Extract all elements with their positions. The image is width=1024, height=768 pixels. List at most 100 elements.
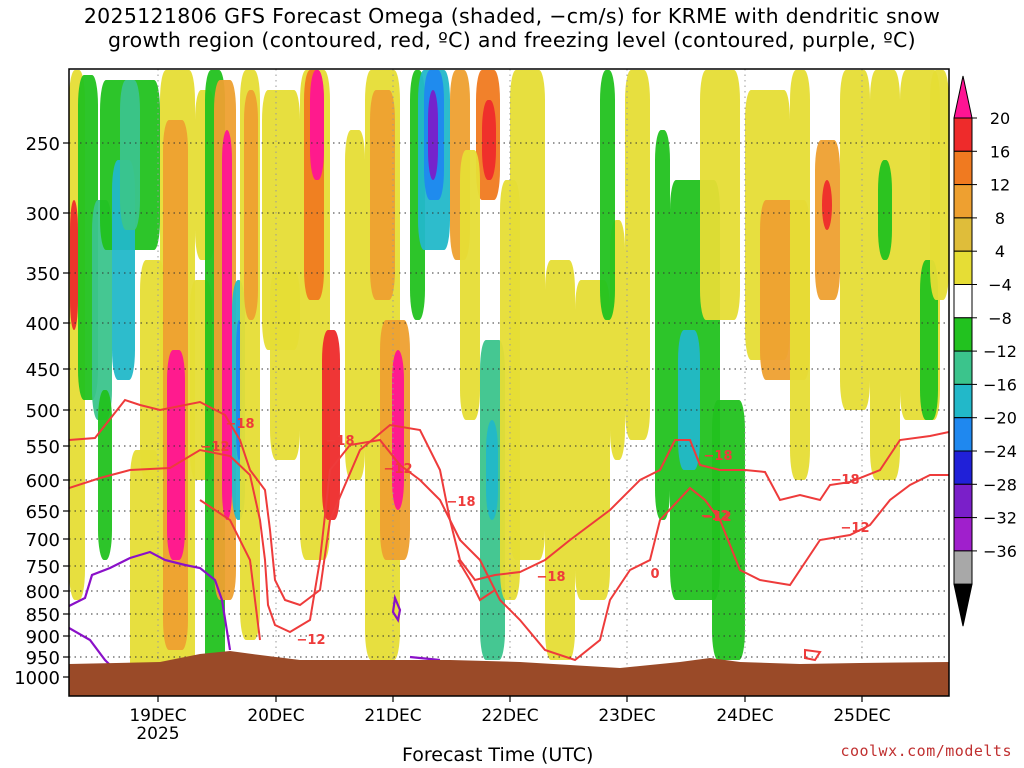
freezing-level-contour bbox=[69, 627, 111, 666]
dendritic-contour bbox=[804, 648, 822, 662]
contour-label: −18 bbox=[226, 417, 255, 432]
y-tick-label: 850 bbox=[26, 605, 60, 626]
y-tick-label: 350 bbox=[26, 264, 60, 285]
contour-label: −12 bbox=[703, 510, 732, 525]
omega-streak bbox=[870, 70, 900, 480]
contour-label: −12 bbox=[841, 521, 870, 536]
x-axis-title: Forecast Time (UTC) bbox=[402, 744, 594, 766]
omega-streak bbox=[222, 130, 232, 520]
colorbar-segment bbox=[953, 250, 973, 285]
omega-streak bbox=[270, 270, 300, 460]
omega-streak bbox=[655, 130, 670, 520]
omega-streak bbox=[600, 70, 615, 320]
omega-streak bbox=[920, 260, 938, 420]
contour-label: −18 bbox=[831, 473, 860, 488]
omega-streak bbox=[167, 350, 185, 560]
freezing-level-contour bbox=[69, 550, 232, 651]
colorbar-segment bbox=[953, 417, 973, 452]
contours bbox=[69, 398, 949, 666]
colorbar-segment bbox=[953, 184, 973, 219]
colorbar-tick-label: −24 bbox=[983, 442, 1017, 461]
contour-label: −12 bbox=[201, 440, 230, 455]
x-tick-label: 23DEC bbox=[598, 706, 655, 726]
x-tick-label: 22DEC bbox=[481, 706, 538, 726]
colorbar-tick-label: −12 bbox=[983, 342, 1017, 361]
omega-streak bbox=[930, 70, 949, 300]
freezing-level-contour bbox=[409, 655, 441, 662]
x-tick-label: 24DEC bbox=[716, 706, 773, 726]
contour-label: −12 bbox=[701, 509, 730, 524]
colorbar-segment bbox=[953, 383, 973, 419]
y-axis: 2503003504004505005506006507007508008509… bbox=[14, 134, 69, 689]
y-tick-label: 950 bbox=[26, 648, 60, 669]
colorbar-tick-label: −8 bbox=[988, 309, 1012, 328]
colorbar: 20 16 12 8 4 −4 −8 −12 −16 −20 −24 −28 −32 −36 bbox=[953, 75, 1017, 627]
omega-streak bbox=[460, 150, 480, 420]
dendritic-contour bbox=[69, 438, 949, 662]
omega-streak bbox=[310, 70, 324, 180]
terrain bbox=[69, 651, 949, 696]
omega-streak bbox=[370, 90, 395, 300]
omega-streak bbox=[244, 90, 258, 320]
x-tick-label: 25DEC bbox=[833, 706, 890, 726]
omega-streak bbox=[712, 400, 745, 660]
omega-streak bbox=[428, 90, 438, 180]
chart-title-line1: 2025121806 GFS Forecast Omega (shaded, −… bbox=[83, 4, 941, 28]
y-tick-label: 400 bbox=[26, 314, 60, 335]
colorbar-top-arrow bbox=[953, 75, 973, 119]
colorbar-segment bbox=[953, 117, 973, 152]
omega-streak bbox=[840, 70, 870, 410]
colorbar-tick-label: −20 bbox=[983, 409, 1017, 428]
contour-label: 0 bbox=[650, 567, 659, 582]
omega-streak bbox=[575, 280, 610, 600]
credit-text: coolwx.com/modelts bbox=[840, 742, 1012, 760]
y-tick-label: 300 bbox=[26, 204, 60, 225]
y-tick-label: 600 bbox=[26, 471, 60, 492]
omega-streak bbox=[790, 70, 810, 480]
contour-label: −18 bbox=[537, 570, 566, 585]
omega-streak bbox=[878, 160, 892, 260]
omega-streak bbox=[345, 130, 365, 480]
x-tick-sublabel: 2025 bbox=[136, 724, 179, 744]
omega-streak bbox=[120, 80, 140, 230]
omega-streak bbox=[678, 330, 700, 470]
contour-label: −18 bbox=[326, 434, 355, 449]
y-tick-label: 800 bbox=[26, 582, 60, 603]
colorbar-tick-label: −36 bbox=[983, 542, 1017, 561]
dendritic-contour bbox=[199, 499, 261, 641]
y-tick-label: 450 bbox=[26, 360, 60, 381]
omega-streak bbox=[140, 260, 165, 480]
omega-streak bbox=[92, 200, 112, 420]
colorbar-tick-label: −28 bbox=[983, 475, 1017, 494]
contour-label: −12 bbox=[384, 462, 413, 477]
omega-streak bbox=[545, 260, 575, 660]
omega-streak bbox=[486, 420, 498, 520]
colorbar-tick-label: −32 bbox=[983, 509, 1017, 528]
chart-title-line2: growth region (contoured, red, ºC) and f… bbox=[108, 28, 916, 52]
colorbar-tick-label: −16 bbox=[983, 375, 1017, 394]
omega-streak bbox=[625, 70, 650, 440]
colorbar-tick-label: 12 bbox=[990, 176, 1010, 195]
colorbar-segment bbox=[953, 284, 973, 319]
colorbar-segment bbox=[953, 517, 973, 552]
chart-title: 2025121806 GFS Forecast Omega (shaded, −… bbox=[0, 4, 1024, 52]
y-tick-label: 700 bbox=[26, 530, 60, 551]
colorbar-segment bbox=[953, 350, 973, 385]
contour-label: −18 bbox=[447, 495, 476, 510]
omega-streak bbox=[322, 330, 340, 520]
colorbar-tick-label: 4 bbox=[995, 242, 1005, 261]
y-tick-label: 250 bbox=[26, 134, 60, 155]
x-tick-label: 20DEC bbox=[247, 706, 304, 726]
omega-streak bbox=[510, 70, 545, 560]
plot-frame bbox=[68, 68, 950, 697]
colorbar-segment bbox=[953, 150, 973, 186]
colorbar-tick-label: 8 bbox=[995, 209, 1005, 228]
colorbar-segment bbox=[953, 317, 973, 352]
colorbar-segment bbox=[953, 550, 973, 585]
dendritic-contour bbox=[69, 398, 949, 607]
x-tick-label: 21DEC bbox=[364, 706, 421, 726]
omega-streak bbox=[98, 390, 112, 560]
omega-streak bbox=[392, 350, 404, 510]
contour-label: −18 bbox=[704, 449, 733, 464]
